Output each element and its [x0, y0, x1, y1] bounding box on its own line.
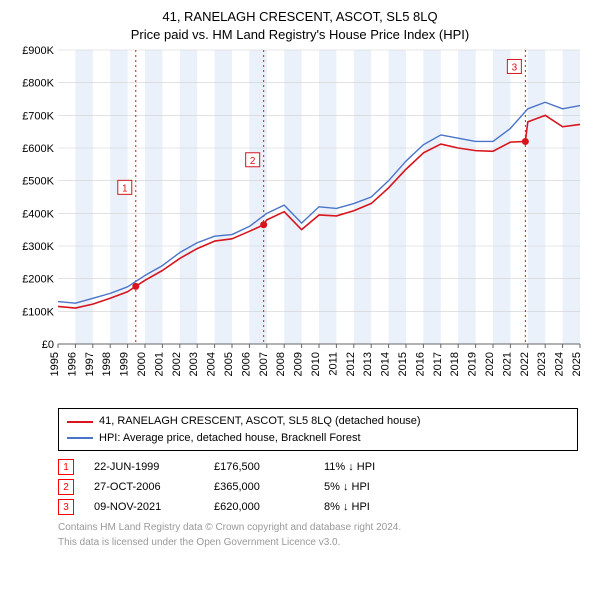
- svg-text:2005: 2005: [223, 352, 235, 376]
- legend-swatch-property: [67, 421, 93, 423]
- svg-text:2008: 2008: [275, 352, 287, 376]
- sale-marker-3: 3: [58, 499, 74, 515]
- svg-text:2017: 2017: [432, 352, 444, 376]
- svg-text:2006: 2006: [240, 352, 252, 376]
- chart-title-line2: Price paid vs. HM Land Registry's House …: [10, 26, 590, 44]
- footnote-line1: Contains HM Land Registry data © Crown c…: [58, 521, 578, 534]
- svg-text:2023: 2023: [536, 352, 548, 376]
- svg-text:2024: 2024: [554, 352, 566, 376]
- svg-text:£500K: £500K: [22, 176, 54, 188]
- svg-text:1998: 1998: [101, 352, 113, 376]
- svg-text:2010: 2010: [310, 352, 322, 376]
- sale-price-3: £620,000: [214, 501, 304, 513]
- svg-text:£200K: £200K: [22, 274, 54, 286]
- svg-text:2016: 2016: [414, 352, 426, 376]
- svg-text:£300K: £300K: [22, 241, 54, 253]
- footnote-line2: This data is licensed under the Open Gov…: [58, 536, 578, 549]
- svg-text:2015: 2015: [397, 352, 409, 376]
- chart-title-line1: 41, RANELAGH CRESCENT, ASCOT, SL5 8LQ: [10, 8, 590, 26]
- svg-text:2019: 2019: [467, 352, 479, 376]
- svg-text:2001: 2001: [153, 352, 165, 376]
- svg-text:£400K: £400K: [22, 209, 54, 221]
- sale-marker-1: 1: [58, 459, 74, 475]
- sale-price-1: £176,500: [214, 461, 304, 473]
- svg-text:2021: 2021: [501, 352, 513, 376]
- sale-diff-3: 8% ↓ HPI: [324, 501, 414, 513]
- legend-label-property: 41, RANELAGH CRESCENT, ASCOT, SL5 8LQ (d…: [99, 413, 421, 430]
- svg-text:2004: 2004: [206, 352, 218, 376]
- price-chart: £0 £100K £200K £300K £400K £500K £600K £700K £80…: [10, 44, 590, 404]
- sale-date-2: 27-OCT-2006: [94, 481, 194, 493]
- svg-text:£600K: £600K: [22, 143, 54, 155]
- svg-text:2025: 2025: [571, 352, 583, 376]
- svg-text:£800K: £800K: [22, 78, 54, 90]
- sale-date-3: 09-NOV-2021: [94, 501, 194, 513]
- sale-diff-1: 11% ↓ HPI: [324, 461, 414, 473]
- svg-text:2003: 2003: [188, 352, 200, 376]
- sale-price-2: £365,000: [214, 481, 304, 493]
- svg-text:1999: 1999: [119, 352, 131, 376]
- svg-text:2011: 2011: [327, 352, 339, 376]
- sale-diff-2: 5% ↓ HPI: [324, 481, 414, 493]
- svg-text:1997: 1997: [84, 352, 96, 376]
- svg-text:£900K: £900K: [22, 45, 54, 57]
- svg-text:2022: 2022: [519, 352, 531, 376]
- svg-text:1995: 1995: [49, 352, 61, 376]
- sales-table: 1 22-JUN-1999 £176,500 11% ↓ HPI 2 27-OC…: [58, 457, 578, 517]
- svg-text:2000: 2000: [136, 352, 148, 376]
- svg-text:1996: 1996: [66, 352, 78, 376]
- svg-text:£0: £0: [42, 339, 54, 351]
- svg-text:2013: 2013: [362, 352, 374, 376]
- legend-swatch-hpi: [67, 437, 93, 439]
- svg-text:2009: 2009: [293, 352, 305, 376]
- sale-date-1: 22-JUN-1999: [94, 461, 194, 473]
- svg-text:£100K: £100K: [22, 307, 54, 319]
- svg-text:2007: 2007: [258, 352, 270, 376]
- svg-text:1: 1: [122, 184, 128, 195]
- sale-marker-2: 2: [58, 479, 74, 495]
- legend-label-hpi: HPI: Average price, detached house, Brac…: [99, 430, 361, 447]
- svg-text:2020: 2020: [484, 352, 496, 376]
- svg-text:2002: 2002: [171, 352, 183, 376]
- svg-text:2: 2: [250, 156, 256, 167]
- svg-text:3: 3: [512, 63, 518, 74]
- svg-text:2018: 2018: [449, 352, 461, 376]
- svg-text:2012: 2012: [345, 352, 357, 376]
- svg-text:£700K: £700K: [22, 111, 54, 123]
- svg-text:2014: 2014: [380, 352, 392, 376]
- chart-legend: 41, RANELAGH CRESCENT, ASCOT, SL5 8LQ (d…: [58, 408, 578, 451]
